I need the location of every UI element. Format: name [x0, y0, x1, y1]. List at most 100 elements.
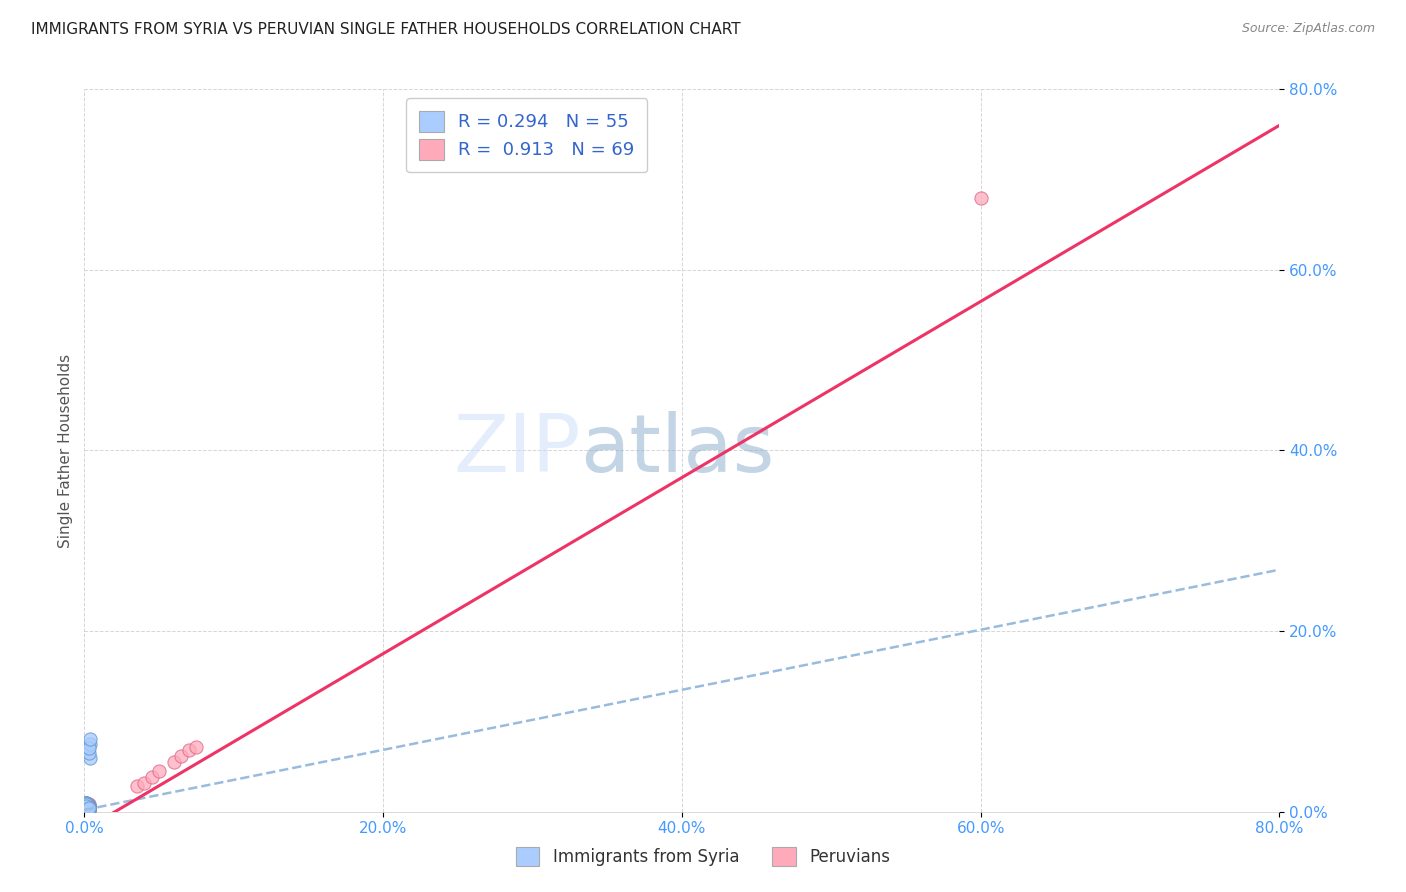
Point	[75, 797, 97, 812]
Point	[75, 796, 97, 810]
Point	[76, 801, 98, 815]
Point	[77, 802, 100, 816]
Point	[163, 755, 186, 769]
Point	[186, 739, 208, 754]
Point	[75, 799, 97, 814]
Point	[75, 799, 97, 814]
Point	[76, 799, 98, 814]
Point	[75, 796, 97, 810]
Point	[77, 803, 100, 817]
Point	[75, 798, 97, 813]
Point	[75, 801, 97, 815]
Point	[77, 802, 100, 816]
Point	[75, 800, 97, 814]
Point	[76, 801, 98, 815]
Point	[970, 191, 993, 205]
Point	[76, 797, 98, 812]
Point	[75, 799, 97, 814]
Point	[75, 797, 97, 812]
Point	[75, 797, 97, 812]
Point	[76, 799, 98, 814]
Point	[76, 803, 98, 817]
Point	[77, 746, 100, 760]
Point	[75, 800, 97, 814]
Point	[76, 798, 98, 813]
Text: IMMIGRANTS FROM SYRIA VS PERUVIAN SINGLE FATHER HOUSEHOLDS CORRELATION CHART: IMMIGRANTS FROM SYRIA VS PERUVIAN SINGLE…	[31, 22, 741, 37]
Point	[75, 797, 97, 812]
Point	[76, 800, 98, 814]
Point	[76, 797, 98, 812]
Point	[76, 803, 98, 817]
Text: Source: ZipAtlas.com: Source: ZipAtlas.com	[1241, 22, 1375, 36]
Point	[77, 741, 100, 756]
Point	[75, 800, 97, 814]
Point	[79, 737, 101, 751]
Point	[76, 802, 98, 816]
Point	[75, 798, 97, 813]
Point	[79, 750, 101, 764]
Point	[75, 797, 97, 812]
Point	[76, 798, 98, 813]
Point	[76, 800, 98, 814]
Point	[79, 732, 101, 747]
Point	[76, 801, 98, 815]
Point	[77, 800, 100, 814]
Point	[77, 802, 100, 816]
Point	[75, 799, 97, 814]
Point	[148, 764, 170, 778]
Point	[77, 800, 100, 814]
Point	[75, 802, 97, 816]
Point	[77, 803, 100, 817]
Point	[76, 799, 98, 814]
Point	[75, 798, 97, 813]
Point	[76, 800, 98, 814]
Point	[77, 801, 100, 815]
Point	[75, 802, 97, 816]
Point	[76, 801, 98, 815]
Point	[76, 802, 98, 816]
Point	[76, 797, 98, 812]
Point	[76, 798, 98, 813]
Point	[76, 797, 98, 812]
Point	[141, 771, 163, 785]
Point	[76, 800, 98, 814]
Point	[75, 801, 97, 815]
Y-axis label: Single Father Households: Single Father Households	[58, 353, 73, 548]
Point	[76, 801, 98, 815]
Point	[77, 801, 100, 815]
Point	[76, 803, 98, 817]
Point	[170, 748, 193, 763]
Point	[76, 798, 98, 813]
Point	[76, 802, 98, 816]
Point	[76, 802, 98, 816]
Point	[77, 802, 100, 816]
Point	[75, 796, 97, 810]
Point	[77, 799, 100, 814]
Point	[75, 799, 97, 814]
Point	[76, 802, 98, 816]
Point	[76, 801, 98, 815]
Point	[77, 800, 100, 814]
Point	[75, 797, 97, 812]
Point	[75, 796, 97, 810]
Point	[76, 800, 98, 814]
Point	[75, 803, 97, 817]
Point	[77, 798, 100, 813]
Point	[76, 798, 98, 813]
Point	[77, 801, 100, 815]
Point	[76, 798, 98, 813]
Point	[75, 797, 97, 811]
Point	[77, 799, 100, 814]
Point	[76, 802, 98, 816]
Point	[77, 797, 100, 812]
Point	[76, 799, 98, 814]
Point	[75, 800, 97, 814]
Point	[75, 800, 97, 814]
Point	[75, 797, 97, 811]
Point	[125, 780, 148, 794]
Point	[75, 797, 97, 811]
Point	[75, 802, 97, 816]
Point	[76, 799, 98, 814]
Point	[75, 798, 97, 813]
Point	[76, 801, 98, 815]
